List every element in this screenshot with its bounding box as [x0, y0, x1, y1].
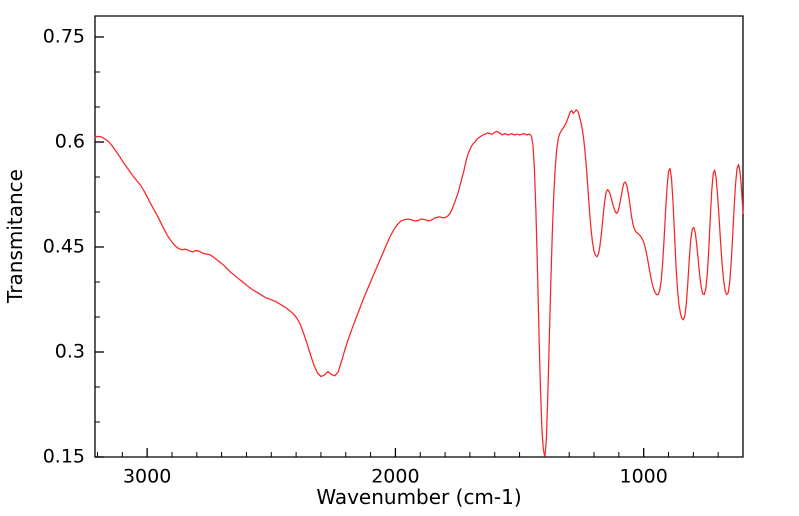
- spectrum-trace: [94, 109, 744, 457]
- y-tick-label: 0.75: [43, 26, 85, 48]
- y-tick-label: 0.45: [43, 236, 85, 258]
- ticks-group: [95, 36, 744, 458]
- axes-group: [94, 15, 744, 458]
- x-tick-label: 2000: [371, 466, 419, 488]
- x-tick-label: 3000: [123, 466, 171, 488]
- y-tick-label: 0.6: [55, 131, 85, 153]
- y-tick-label: 0.3: [55, 341, 85, 363]
- plot-frame: [94, 15, 744, 458]
- tick-labels-group: 3000 2000 1000 0.15 0.3 0.45 0.6 0.75: [43, 26, 668, 488]
- y-axis-label: Transmitance: [3, 169, 27, 304]
- x-tick-label: 1000: [620, 466, 668, 488]
- x-axis-label: Wavenumber (cm-1): [316, 485, 521, 509]
- y-tick-label: 0.15: [43, 446, 85, 468]
